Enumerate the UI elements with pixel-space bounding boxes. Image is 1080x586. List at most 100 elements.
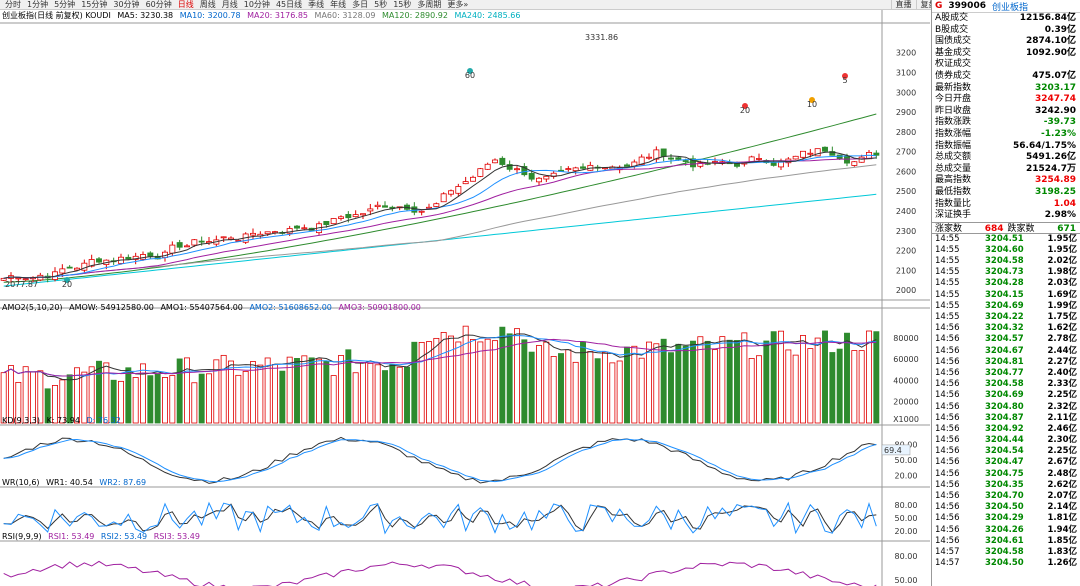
tick-row: 14:56 3204.57 2.78亿 <box>932 334 1080 345</box>
stat-value: 475.07亿 <box>1032 70 1076 81</box>
tick-time: 14:56 <box>935 412 960 423</box>
candle-down <box>147 252 154 257</box>
tick-price: 3204.69 <box>985 300 1024 311</box>
tick-amount: 2.67亿 <box>1047 457 1077 468</box>
candle-up <box>800 150 806 158</box>
volume-bar-up <box>785 349 792 424</box>
candle-up <box>286 228 293 234</box>
tick-price: 3204.26 <box>985 524 1024 535</box>
volume-bar-up <box>52 385 58 424</box>
candle-up <box>250 232 256 236</box>
period-tab[interactable]: 更多» <box>447 0 469 9</box>
period-tab[interactable]: 5分钟 <box>54 0 76 9</box>
candle-up <box>426 206 432 209</box>
period-tab[interactable]: 5秒 <box>374 0 388 9</box>
amo2-line <box>3 334 877 377</box>
stat-label: A股成交 <box>935 13 969 23</box>
candle-down <box>382 205 388 208</box>
tick-time: 14:55 <box>935 233 960 244</box>
period-tab[interactable]: 多周期 <box>417 0 442 9</box>
candle-down <box>323 220 330 226</box>
tick-row: 14:56 3204.50 2.14亿 <box>932 502 1080 513</box>
tick-price: 3204.50 <box>985 558 1024 569</box>
tick-amount: 2.02亿 <box>1047 256 1077 267</box>
volume-bar-up <box>81 371 88 424</box>
tool-button[interactable]: 复盘 <box>915 0 941 9</box>
volume-bar-up <box>272 363 278 424</box>
tick-list[interactable]: 14:55 3204.51 1.95亿 14:55 3204.60 1.95亿 14:55 3… <box>932 234 1080 570</box>
period-tab[interactable]: 15分钟 <box>81 0 108 9</box>
quote-stats: A股成交 12156.84亿 B股成交 0.39亿 国债成交 2874.10亿 基金成交 10… <box>932 13 1080 222</box>
tick-price: 3204.61 <box>985 535 1024 546</box>
period-tab[interactable]: 月线 <box>221 0 238 9</box>
ma120-line <box>3 113 877 283</box>
candle-up <box>264 231 271 235</box>
d-line <box>3 438 877 483</box>
tick-amount: 1.95亿 <box>1047 233 1077 244</box>
period-tab[interactable]: 分时 <box>5 0 21 9</box>
tick-time: 14:56 <box>935 356 960 367</box>
stat-value: 1092.90亿 <box>1026 47 1076 58</box>
tick-price: 3204.51 <box>985 233 1024 244</box>
tick-price: 3204.47 <box>985 457 1024 468</box>
period-tab[interactable]: 60分钟 <box>145 0 172 9</box>
candle-down <box>844 156 850 164</box>
period-tab[interactable]: 15秒 <box>393 0 412 9</box>
stat-row: 债券成交 475.07亿 <box>932 71 1080 83</box>
tick-amount: 1.98亿 <box>1047 267 1077 278</box>
stat-value: 3198.25 <box>1035 186 1076 197</box>
candle-up <box>484 163 491 170</box>
stat-label: 指数量比 <box>935 198 972 209</box>
stat-row: 深证换手 2.98% <box>932 210 1080 222</box>
volume-bar-up <box>396 366 403 424</box>
stat-label: 基金成交 <box>935 47 972 58</box>
index-code: 399006 <box>948 1 986 11</box>
wr-y-tick: 20.00 <box>895 527 918 536</box>
volume-bar-down <box>822 330 828 424</box>
chart-area[interactable]: 3200 3100 3000 2900 2800 2700 2600 2500 2400 2300… <box>0 10 930 586</box>
tick-price: 3204.58 <box>985 256 1024 267</box>
volume-bar-down <box>690 340 696 424</box>
candle-down <box>66 266 73 269</box>
signal-marker <box>809 97 815 103</box>
period-tab[interactable]: 1分钟 <box>27 0 49 9</box>
tick-row: 14:56 3204.70 2.07亿 <box>932 491 1080 502</box>
candle-up <box>492 159 498 164</box>
candle-up <box>338 216 344 219</box>
period-tab[interactable]: 多日 <box>352 0 369 9</box>
tick-time: 14:56 <box>935 379 960 390</box>
volume-bar-up <box>492 340 498 424</box>
amo-y-tick: 60000 <box>893 355 918 364</box>
period-tab[interactable]: 45日线 <box>275 0 303 9</box>
ma120-label: MA120: 2890.92 <box>381 11 448 20</box>
amo1-label: AMO1: 55407564.00 <box>160 303 243 312</box>
period-tab[interactable]: 周线 <box>199 0 216 9</box>
stat-label: 指数振幅 <box>935 140 972 151</box>
period-tab[interactable]: 30分钟 <box>113 0 140 9</box>
stat-value: 3203.17 <box>1035 82 1076 93</box>
y-tick-label: 3000 <box>896 88 916 97</box>
volume-bar-down <box>345 349 352 424</box>
tick-time: 14:56 <box>935 491 960 501</box>
rsi3-label: RSI3: 53.49 <box>153 532 200 541</box>
candle-up <box>697 162 704 167</box>
tick-price: 3204.69 <box>985 390 1024 401</box>
candle-down <box>198 240 205 243</box>
tool-button[interactable]: 直播 <box>890 0 916 9</box>
candle-down <box>822 146 828 152</box>
period-tab[interactable]: 年线 <box>330 0 347 9</box>
stat-row: B股成交 0.39亿 <box>932 25 1080 37</box>
volume-bar-down <box>668 352 674 424</box>
stat-label: 国债成交 <box>935 36 972 47</box>
volume-bar-up <box>162 377 168 424</box>
volume-bar-up <box>741 332 748 424</box>
tick-row: 14:55 3204.51 1.95亿 <box>932 234 1080 245</box>
volume-bar-down <box>528 351 535 424</box>
period-tab[interactable]: 日线 <box>177 0 194 9</box>
kline-chart-svg[interactable]: 3200 3100 3000 2900 2800 2700 2600 2500 2400 2300… <box>0 10 930 586</box>
tick-price: 3204.60 <box>985 244 1024 255</box>
period-tab[interactable]: 10分钟 <box>243 0 270 9</box>
period-tab[interactable]: 季线 <box>308 0 325 9</box>
candle-up <box>184 245 190 248</box>
amo2-label: AMO2: 51608652.00 <box>249 303 332 312</box>
